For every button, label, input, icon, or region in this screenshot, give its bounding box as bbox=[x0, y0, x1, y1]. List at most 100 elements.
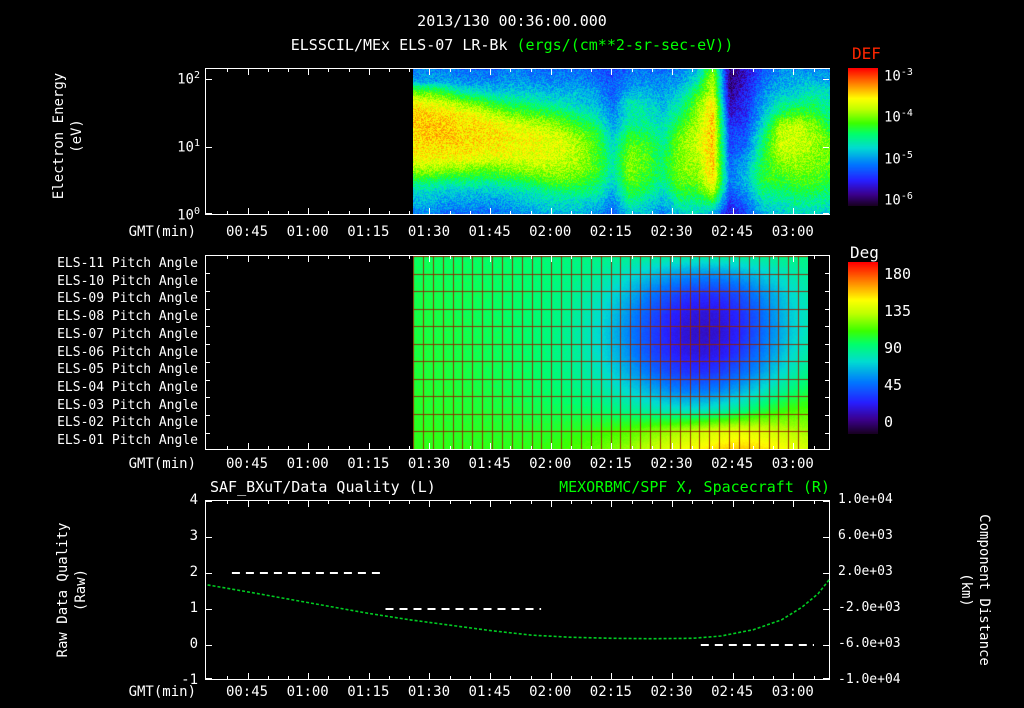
x-tick-minor bbox=[570, 211, 572, 214]
instrument-title: ELSSCIL/MEx ELS-07 LR-Bk bbox=[290, 36, 508, 54]
x-tick-label: 02:15 bbox=[589, 224, 632, 240]
x-axis-title: GMT(min) bbox=[128, 456, 196, 472]
x-tick-minor bbox=[227, 69, 229, 72]
x-tick-label: 01:15 bbox=[347, 224, 390, 240]
y-tick-major bbox=[206, 79, 212, 81]
tick-exponent: -6 bbox=[900, 191, 913, 202]
x-tick-major bbox=[308, 443, 310, 449]
y-tick-major bbox=[206, 147, 212, 149]
x-tick-minor bbox=[631, 446, 633, 449]
y-tick-major bbox=[823, 644, 829, 646]
row-tick bbox=[825, 361, 829, 363]
x-tick-minor bbox=[389, 676, 391, 679]
distance-tick-label: 1.0e+04 bbox=[838, 492, 893, 507]
x-tick-major bbox=[672, 501, 674, 507]
quality-distance-panel bbox=[205, 500, 831, 680]
x-tick-major bbox=[672, 69, 674, 75]
x-tick-major bbox=[247, 69, 249, 75]
x-tick-minor bbox=[712, 69, 714, 72]
energy-spectrogram-panel bbox=[205, 68, 830, 215]
x-tick-major bbox=[247, 443, 249, 449]
raw-quality-tick-label: -1 bbox=[181, 672, 198, 688]
tick-exponent: 2 bbox=[193, 69, 200, 81]
x-tick-minor bbox=[752, 256, 754, 259]
x-tick-minor bbox=[409, 501, 411, 504]
x-tick-minor bbox=[692, 501, 694, 504]
x-tick-label: 01:30 bbox=[407, 684, 451, 700]
x-tick-minor bbox=[389, 69, 391, 72]
x-tick-major bbox=[611, 443, 613, 449]
row-tick bbox=[206, 432, 210, 434]
y-tick-major bbox=[823, 501, 829, 502]
x-tick-major bbox=[368, 208, 370, 214]
x-tick-minor bbox=[530, 256, 532, 259]
def-colorbar-tick-label: 10-3 bbox=[884, 67, 913, 85]
row-tick bbox=[206, 397, 210, 399]
x-tick-minor bbox=[631, 676, 633, 679]
pitch-row-label: ELS-03 Pitch Angle bbox=[57, 397, 198, 413]
x-tick-minor bbox=[692, 676, 694, 679]
x-tick-minor bbox=[692, 211, 694, 214]
x-tick-minor bbox=[267, 256, 269, 259]
x-tick-major bbox=[732, 69, 734, 75]
x-tick-label: 02:15 bbox=[589, 456, 632, 472]
x-tick-major bbox=[368, 256, 370, 262]
x-tick-minor bbox=[651, 501, 653, 504]
x-tick-minor bbox=[813, 501, 815, 504]
x-tick-minor bbox=[409, 69, 411, 72]
x-tick-minor bbox=[631, 211, 633, 214]
deg-colorbar-tick-label: 0 bbox=[884, 413, 894, 431]
x-tick-minor bbox=[530, 69, 532, 72]
raw-quality-axis-label: Raw Data Quality (Raw) bbox=[54, 490, 90, 690]
x-tick-minor bbox=[409, 256, 411, 259]
x-tick-label: 02:30 bbox=[650, 224, 693, 240]
x-tick-minor bbox=[651, 256, 653, 259]
x-tick-minor bbox=[328, 256, 330, 259]
x-tick-major bbox=[247, 501, 249, 507]
y-tick-major bbox=[823, 536, 829, 538]
quality-distance-plot bbox=[207, 572, 831, 646]
x-tick-minor bbox=[651, 211, 653, 214]
x-tick-minor bbox=[348, 256, 350, 259]
x-tick-minor bbox=[530, 501, 532, 504]
x-tick-label: 02:00 bbox=[529, 224, 572, 240]
x-tick-major bbox=[429, 208, 431, 214]
pitch-angle-canvas bbox=[412, 256, 808, 449]
x-tick-major bbox=[429, 673, 431, 679]
deg-colorbar-title: Deg bbox=[850, 243, 879, 262]
tick-exponent: -3 bbox=[900, 67, 913, 78]
x-tick-minor bbox=[469, 69, 471, 72]
x-tick-minor bbox=[712, 446, 714, 449]
x-tick-minor bbox=[227, 211, 229, 214]
component-distance-axis-label: Component Distance (km) bbox=[957, 480, 993, 700]
x-tick-minor bbox=[510, 676, 512, 679]
x-tick-label: 03:00 bbox=[771, 224, 814, 240]
x-tick-label: 01:30 bbox=[407, 456, 451, 472]
tick-base: 10 bbox=[884, 192, 901, 209]
x-tick-major bbox=[247, 673, 249, 679]
x-tick-label: 01:45 bbox=[468, 684, 511, 700]
x-tick-minor bbox=[591, 676, 593, 679]
x-tick-minor bbox=[348, 446, 350, 449]
x-tick-major bbox=[672, 256, 674, 262]
x-tick-minor bbox=[570, 69, 572, 72]
row-tick bbox=[825, 432, 829, 434]
x-tick-minor bbox=[328, 69, 330, 72]
x-tick-major bbox=[732, 673, 734, 679]
x-tick-minor bbox=[449, 211, 451, 214]
x-tick-major bbox=[429, 256, 431, 262]
x-tick-major bbox=[490, 256, 492, 262]
distance-tick-label: 2.0e+03 bbox=[838, 564, 893, 579]
x-tick-major bbox=[308, 208, 310, 214]
x-tick-minor bbox=[328, 501, 330, 504]
x-tick-minor bbox=[692, 446, 694, 449]
x-tick-minor bbox=[530, 676, 532, 679]
x-tick-minor bbox=[227, 256, 229, 259]
x-axis-title: GMT(min) bbox=[128, 224, 196, 240]
x-tick-major bbox=[611, 501, 613, 507]
x-tick-minor bbox=[773, 501, 775, 504]
x-tick-minor bbox=[287, 676, 289, 679]
row-tick bbox=[825, 379, 829, 381]
row-tick bbox=[206, 308, 210, 310]
x-tick-minor bbox=[651, 69, 653, 72]
